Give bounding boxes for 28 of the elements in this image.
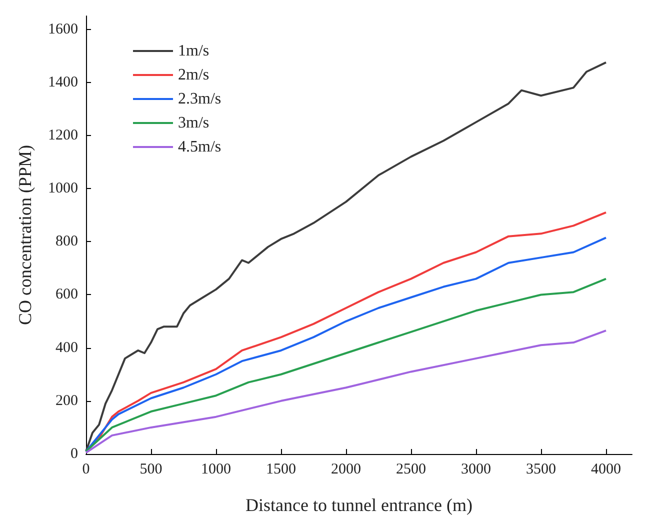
x-tick-label: 0	[82, 462, 90, 478]
legend-label: 3m/s	[178, 114, 210, 132]
x-tick-label: 3000	[461, 462, 491, 478]
y-tick-label: 800	[56, 234, 78, 250]
y-tick-label: 400	[56, 340, 78, 356]
y-axis-title: CO concentration (PPM)	[15, 145, 35, 325]
x-tick-label: 4000	[591, 462, 621, 478]
line-series	[85, 330, 607, 454]
legend-label: 1m/s	[178, 42, 210, 60]
x-tick-label: 2000	[331, 462, 361, 478]
y-tick-label: 1600	[48, 21, 78, 38]
y-tick-label: 0	[70, 446, 78, 462]
legend-label: 2.3m/s	[178, 90, 222, 108]
y-tick-label: 200	[56, 392, 78, 409]
x-tick-label: 3500	[526, 462, 556, 478]
x-tick-label: 500	[140, 462, 162, 478]
legend-label: 2m/s	[178, 66, 210, 84]
x-tick-label: 1000	[201, 462, 231, 478]
y-tick-label: 600	[56, 286, 78, 303]
legend-label: 4.5m/s	[178, 138, 222, 156]
line-series	[85, 61, 607, 452]
x-tick-label: 1500	[266, 462, 296, 478]
x-axis-title: Distance to tunnel entrance (m)	[246, 495, 472, 515]
x-tick-label: 2500	[396, 462, 426, 478]
y-tick-label: 1200	[48, 127, 78, 144]
y-tick-label: 1000	[48, 180, 78, 197]
y-tick-label: 1400	[48, 74, 78, 90]
line-series	[85, 278, 607, 452]
